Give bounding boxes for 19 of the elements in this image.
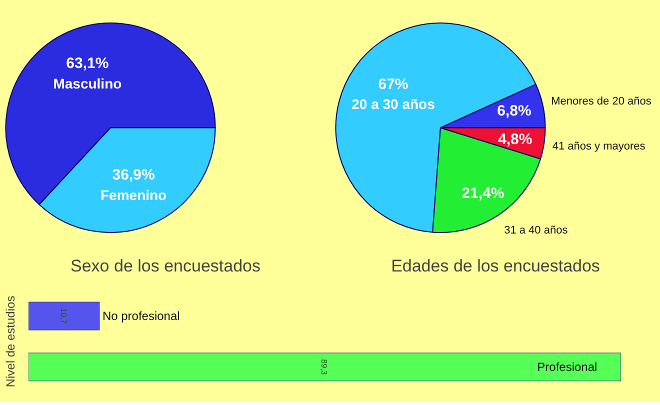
data-label: 36,9% [112,166,155,184]
text: Sexo de los encuestados [70,256,260,276]
slice-label: 31 a 40 años [504,224,568,236]
data-label: 6,8% [497,102,532,120]
data-label: 10,7 [58,308,68,324]
slice-label: 20 a 30 años [352,96,436,112]
data-label: 4,8% [498,131,532,148]
slice-label: Menores de 20 años [551,95,652,108]
y-tick-label: No profesional [102,309,180,324]
slice-label: 41 años y mayores [552,140,646,152]
data-label: 63,1% [66,54,109,72]
data-label: 67% [378,76,408,93]
text: Edades de los encuestados [391,256,600,276]
data-label: 21,4% [462,185,504,202]
y-tick-label: Profesional [537,360,598,374]
slice-label: Masculino [53,75,122,92]
y-axis-title: Nivel de estudios [4,296,18,388]
slice-label: Femenino [100,186,167,203]
data-label: 89,3 [320,359,329,376]
